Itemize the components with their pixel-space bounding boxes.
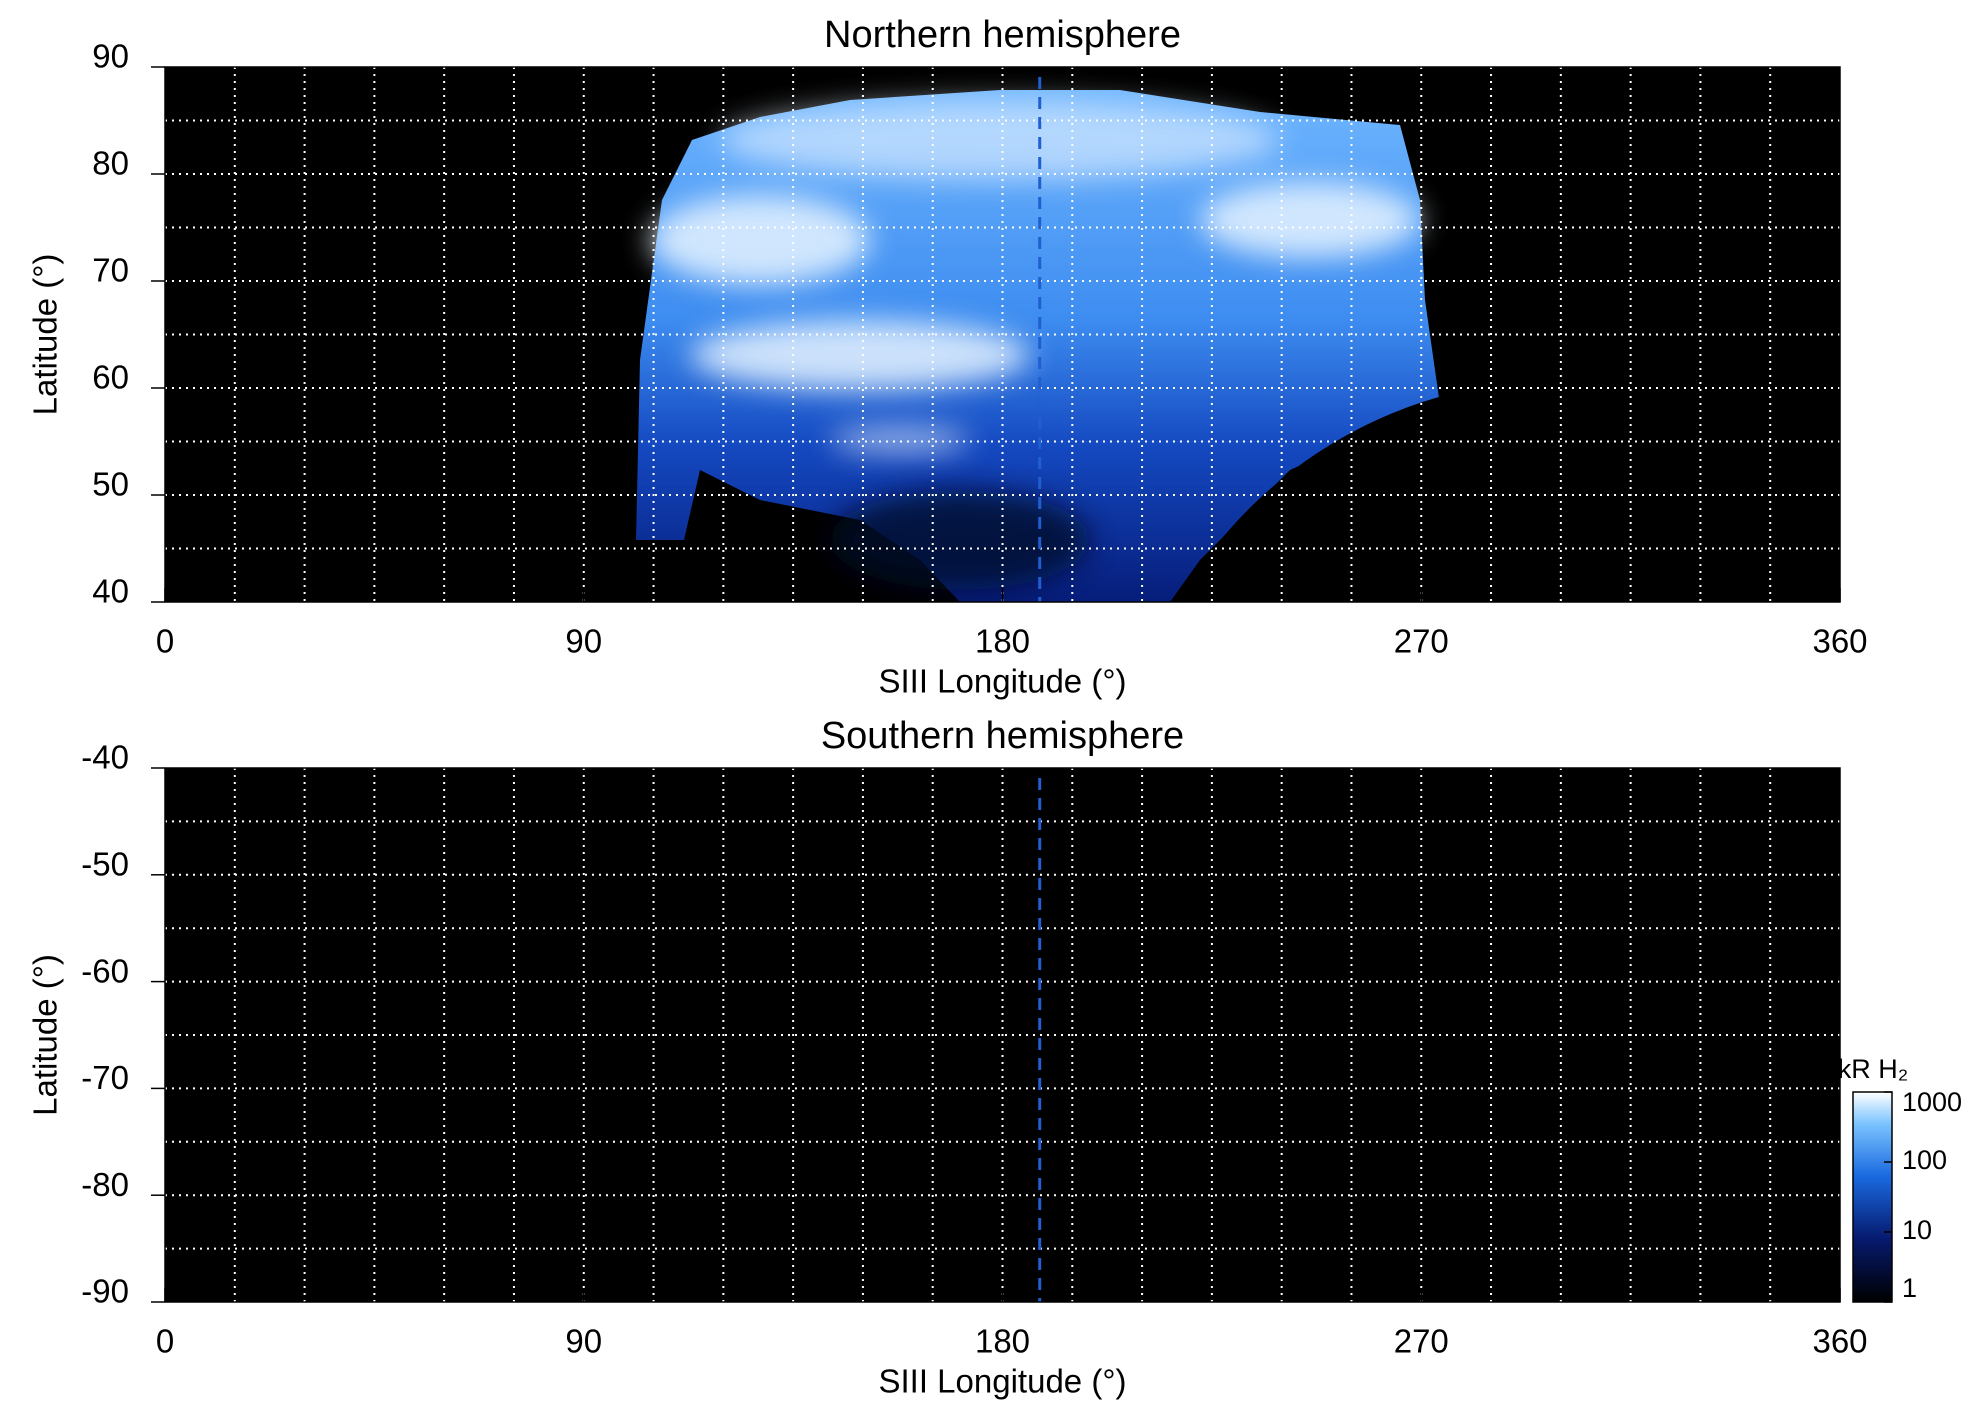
x-tick-label: 360 — [1812, 1323, 1867, 1360]
chart-title: Southern hemisphere — [821, 715, 1184, 757]
x-tick-label: 180 — [975, 1323, 1030, 1360]
y-tick-label: -60 — [81, 952, 129, 989]
y-axis-label: Latitude (°) — [27, 254, 64, 416]
y-axis-label: Latitude (°) — [27, 954, 64, 1116]
x-tick-label: 270 — [1394, 623, 1449, 660]
x-tick-label: 270 — [1394, 1323, 1449, 1360]
overlay: 0 90 180 270 360 40 50 60 70 80 90 Northern hemisph… — [27, 14, 1868, 700]
y-tick-label: -50 — [81, 846, 129, 883]
y-tick-label: -40 — [81, 739, 129, 776]
colorbar-tick-label: 1 — [1902, 1273, 1917, 1303]
y-tick-label: 90 — [92, 38, 129, 75]
colorbar-tick-label: 1000 — [1902, 1087, 1962, 1117]
chart-title: Northern hemisphere — [824, 14, 1181, 56]
colorbar-tick-label: 10 — [1902, 1215, 1932, 1245]
x-tick-label: 180 — [975, 623, 1030, 660]
x-axis-label: SIII Longitude (°) — [879, 1363, 1127, 1400]
y-tick-label: -70 — [81, 1059, 129, 1096]
x-tick-label: 90 — [565, 623, 602, 660]
x-tick-label: 0 — [156, 1323, 174, 1360]
overlay: 0 90 180 270 360 -90 -80 -70 -60 -50 -40 Southern h… — [27, 715, 1962, 1400]
aurora-emission — [636, 90, 1840, 602]
y-tick-label: 80 — [92, 145, 129, 182]
y-tick-label: 50 — [92, 466, 129, 503]
x-tick-label: 0 — [156, 623, 174, 660]
y-tick-label: 70 — [92, 252, 129, 289]
colorbar-label: kR H₂ — [1838, 1054, 1908, 1084]
y-tick-label: -90 — [81, 1273, 129, 1310]
x-tick-label: 90 — [565, 1323, 602, 1360]
x-axis-label: SIII Longitude (°) — [879, 663, 1127, 700]
y-tick-label: 60 — [92, 359, 129, 396]
colorbar — [1852, 1091, 1893, 1303]
y-tick-label: -80 — [81, 1166, 129, 1203]
x-tick-label: 360 — [1812, 623, 1867, 660]
y-tick-label: 40 — [92, 573, 129, 610]
colorbar-tick-label: 100 — [1902, 1145, 1947, 1175]
